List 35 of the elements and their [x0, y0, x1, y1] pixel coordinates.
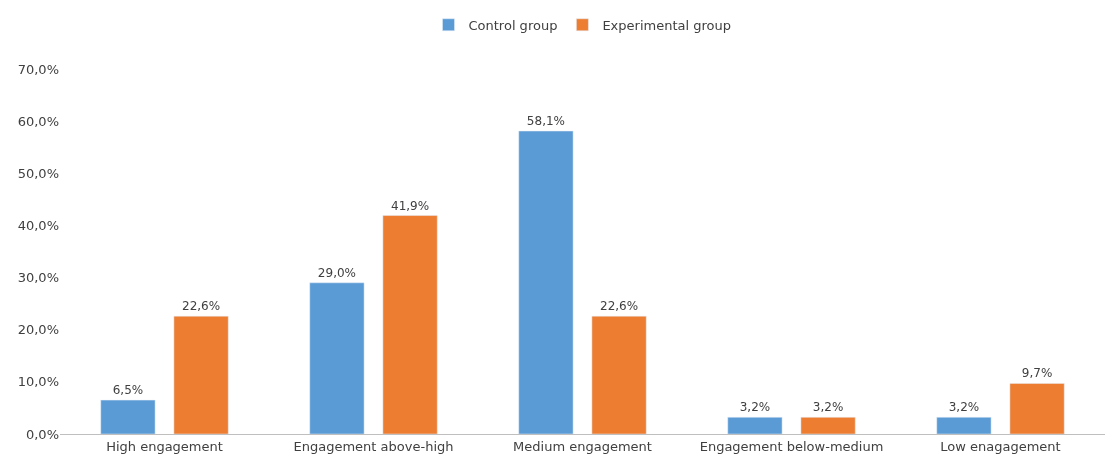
data-label: 22,6% — [600, 299, 639, 314]
x-tick-label: Medium engagement — [513, 438, 652, 454]
data-label: 3,2% — [739, 400, 771, 415]
bar — [382, 215, 438, 434]
bar — [727, 417, 783, 434]
y-tick-label: 20,0% — [17, 322, 59, 338]
legend-label: Control group — [468, 17, 558, 33]
legend-label: Experimental group — [602, 17, 731, 33]
bar — [800, 417, 856, 434]
y-tick-label: 0,0% — [25, 426, 59, 442]
x-tick-label: Engagement above-high — [293, 438, 454, 454]
y-tick-label: 40,0% — [17, 217, 59, 233]
data-label: 9,7% — [1021, 366, 1053, 381]
y-tick-label: 10,0% — [17, 374, 59, 390]
bar — [936, 417, 992, 434]
bar — [309, 282, 365, 434]
y-tick-label: 50,0% — [17, 165, 59, 181]
data-label: 22,6% — [182, 299, 221, 314]
y-tick-label: 60,0% — [17, 113, 59, 129]
x-tick-label: Engagement below-medium — [699, 438, 884, 454]
bar — [100, 399, 156, 434]
y-tick-label: 30,0% — [17, 270, 59, 286]
x-tick-label: Low enagagement — [940, 438, 1061, 454]
bar — [173, 315, 229, 434]
data-label: 6,5% — [112, 383, 144, 398]
data-label: 41,9% — [391, 198, 430, 213]
y-tick-label: 70,0% — [17, 61, 59, 77]
data-label: 29,0% — [317, 265, 356, 280]
x-tick-label: High engagement — [106, 438, 223, 454]
data-label: 58,1% — [526, 114, 565, 129]
bar — [591, 315, 647, 434]
bar — [1009, 383, 1065, 434]
bar — [518, 130, 574, 434]
data-label: 3,2% — [948, 400, 980, 415]
data-label: 3,2% — [812, 400, 844, 415]
